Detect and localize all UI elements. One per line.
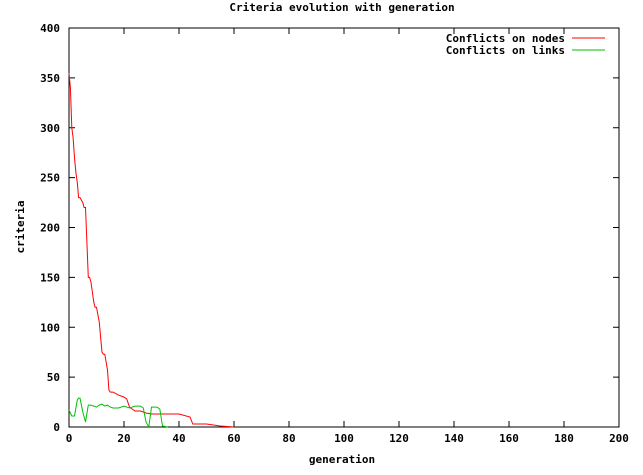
series-line-2 [68,397,169,429]
x-tick-label: 200 [609,432,629,445]
x-tick-label: 180 [554,432,574,445]
x-tick-label: 0 [66,432,73,445]
y-axis-label: criteria [14,201,27,254]
y-tick-label: 400 [40,22,60,35]
x-tick-label: 100 [334,432,354,445]
series-lines [68,72,235,429]
x-tick-label: 120 [389,432,409,445]
y-tick-label: 100 [40,321,60,334]
series-line-1 [68,72,235,428]
x-tick-label: 140 [444,432,464,445]
x-tick-label: 20 [117,432,130,445]
y-tick-label: 150 [40,271,60,284]
y-tick-label: 250 [40,172,60,185]
plot-frame [68,27,620,428]
legend-label: Conflicts on links [446,44,565,57]
y-tick-label: 50 [47,371,60,384]
y-tick-label: 300 [40,122,60,135]
y-tick-label: 0 [53,421,60,434]
x-tick-label: 60 [227,432,240,445]
x-axis-label: generation [309,453,375,466]
axis-ticks: 0 20 40 60 80 100 120 140 160 180 200 0 50 100 150 200 2… [40,22,629,445]
x-tick-label: 80 [282,432,295,445]
y-tick-label: 200 [40,222,60,235]
chart-title: Criteria evolution with generation [229,1,454,14]
legend-label: Conflicts on nodes [446,32,565,45]
y-tick-label: 350 [40,72,60,85]
x-tick-label: 40 [172,432,185,445]
x-tick-label: 160 [499,432,519,445]
